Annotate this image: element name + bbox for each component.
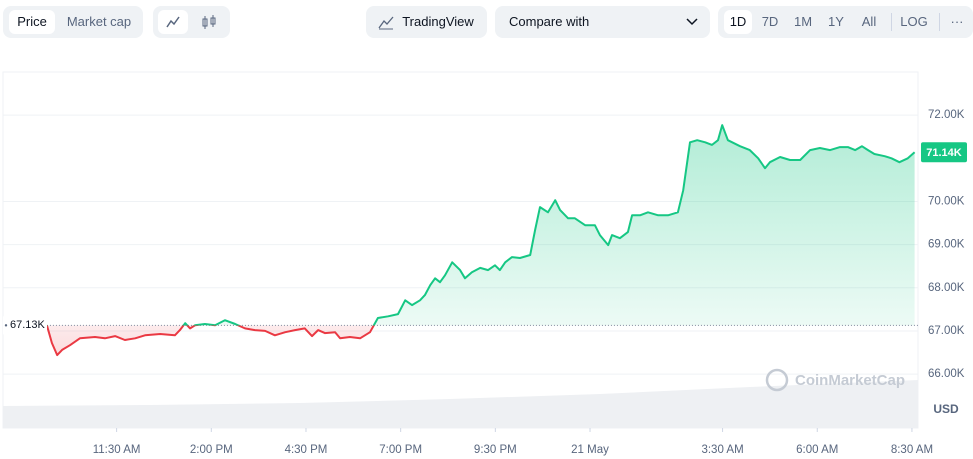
range-1m[interactable]: 1M [793, 14, 813, 29]
compare-label: Compare with [509, 14, 590, 29]
watermark-text: CoinMarketCap [795, 372, 905, 389]
line-chart-button[interactable] [158, 10, 188, 34]
compare-dropdown[interactable]: Compare with [495, 6, 710, 38]
x-tick-label: 2:00 PM [190, 444, 233, 456]
y-tick-label: 69.00K [928, 239, 965, 251]
y-tick-label: 67.00K [928, 325, 965, 337]
range-tabs: 1D 7D 1M 1Y All LOG ··· [718, 6, 973, 38]
baseline-label: 67.13K [10, 319, 46, 331]
chevron [686, 18, 698, 26]
x-tick-label: 3:30 AM [701, 444, 743, 456]
view-tabs: Price Market cap [3, 6, 143, 38]
range-all[interactable]: All [861, 14, 877, 29]
x-tick-label: 11:30 AM [93, 444, 141, 456]
line-icon [166, 16, 180, 28]
tradingview-icon [378, 16, 394, 30]
range-7d[interactable]: 7D [761, 14, 779, 29]
y-tick-label: 72.00K [928, 109, 965, 121]
more-button[interactable]: ··· [950, 14, 964, 29]
range-1d[interactable]: 1D [724, 10, 752, 34]
watermark: CoinMarketCap [765, 368, 905, 392]
tradingview-label: TradingView [402, 14, 474, 29]
separator [939, 13, 940, 31]
y-tick-label: 70.00K [928, 196, 965, 208]
tradingview-button[interactable]: TradingView [366, 6, 487, 38]
price-line [45, 124, 916, 357]
x-tick-label: 6:00 AM [796, 444, 838, 456]
x-tick-label: 21 May [571, 444, 609, 456]
y-tick-label: 66.00K [928, 368, 965, 380]
x-tick-label: 8:30 AM [891, 444, 933, 456]
chart-style [153, 6, 230, 38]
x-tick-label: 4:30 PM [285, 444, 328, 456]
current-price-badge [921, 142, 967, 163]
watermark-logo [765, 368, 789, 392]
tab-price[interactable]: Price [9, 10, 55, 34]
price-area [46, 125, 915, 356]
x-tick-label: 7:00 PM [379, 444, 422, 456]
y-unit: USD [933, 402, 959, 416]
log-toggle[interactable]: LOG [900, 14, 928, 29]
baseline-label-bg [3, 316, 47, 335]
volume-area [3, 380, 918, 428]
range-1y[interactable]: 1Y [828, 14, 844, 29]
candle-chart-button[interactable] [194, 10, 224, 34]
baseline-dot [4, 324, 8, 327]
tab-market-cap[interactable]: Market cap [66, 14, 132, 29]
y-tick-label: 68.00K [928, 282, 965, 294]
x-tick-label: 9:30 PM [474, 444, 517, 456]
current-price-label: 71.14K [926, 147, 962, 159]
separator [891, 13, 892, 31]
candle-icon [202, 15, 216, 29]
